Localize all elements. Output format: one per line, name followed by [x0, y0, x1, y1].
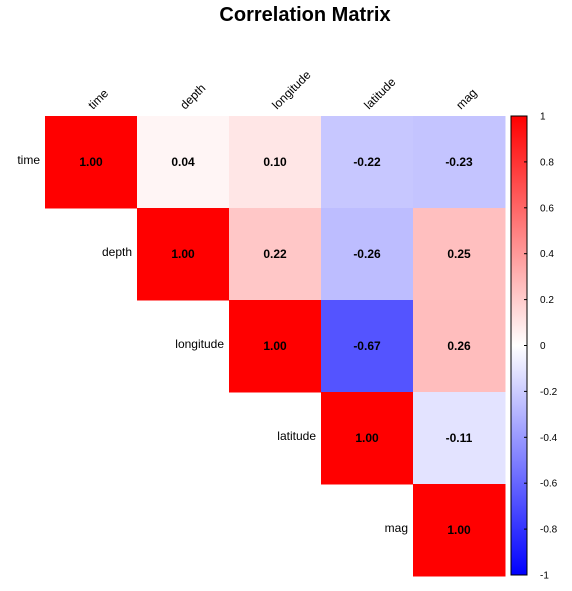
cell-value-mag-mag: 1.00 — [447, 523, 471, 537]
colorbar-tick-label: -0.6 — [540, 479, 558, 490]
row-label-mag: mag — [385, 521, 408, 535]
cell-value-depth-longitude: 0.22 — [263, 247, 287, 261]
heatmap-cell-depth-mag — [413, 208, 506, 301]
cell-value-longitude-mag: 0.26 — [447, 339, 471, 353]
heatmap-cell-latitude-latitude — [321, 392, 414, 485]
heatmap-cell-longitude-latitude — [321, 300, 414, 393]
colorbar-tick-label: 0.2 — [540, 295, 554, 306]
heatmap-cell-mag-mag — [413, 484, 506, 577]
heatmap-cell-depth-depth — [137, 208, 230, 301]
column-label-depth: depth — [177, 81, 208, 112]
heatmap-cell-time-longitude — [229, 116, 322, 209]
heatmap-cell-longitude-mag — [413, 300, 506, 393]
colorbar-tick-label: -0.4 — [540, 433, 558, 444]
row-label-longitude: longitude — [175, 337, 224, 351]
cell-value-depth-mag: 0.25 — [447, 247, 471, 261]
column-label-latitude: latitude — [361, 75, 398, 112]
cell-value-time-longitude: 0.10 — [263, 155, 287, 169]
column-label-time: time — [85, 86, 111, 112]
row-label-depth: depth — [102, 245, 132, 259]
heatmap-cells: 1.00 0.04 0.10 -0.22 -0.23 1.00 0.22 -0.26 0.25 1… — [45, 116, 506, 577]
cell-value-time-latitude: -0.22 — [353, 155, 381, 169]
colorbar: -1 -0.8 -0.6 -0.4 -0.2 0 0.2 0.4 0.6 0.8 1 — [510, 112, 558, 582]
colorbar-tick-label: 0.6 — [540, 203, 554, 214]
cell-value-depth-latitude: -0.26 — [353, 247, 381, 261]
row-label-time: time — [17, 153, 40, 167]
chart-title: Correlation Matrix — [219, 4, 390, 26]
colorbar-tick-label: -1 — [540, 571, 549, 582]
heatmap-cell-time-time — [45, 116, 138, 209]
cell-value-time-time: 1.00 — [79, 155, 103, 169]
colorbar-tick-label: 1 — [540, 112, 546, 123]
row-label-latitude: latitude — [277, 429, 316, 443]
cell-value-latitude-latitude: 1.00 — [355, 431, 379, 445]
cell-value-longitude-longitude: 1.00 — [263, 339, 287, 353]
colorbar-tick-label: -0.2 — [540, 387, 558, 398]
heatmap-cell-longitude-longitude — [229, 300, 322, 393]
column-labels: time depth longitude latitude mag — [85, 68, 479, 113]
cell-value-latitude-mag: -0.11 — [446, 431, 473, 445]
heatmap-cell-depth-latitude — [321, 208, 414, 301]
heatmap-cell-latitude-mag — [413, 392, 506, 485]
heatmap-cell-time-latitude — [321, 116, 414, 209]
heatmap-cell-depth-longitude — [229, 208, 322, 301]
column-label-mag: mag — [453, 86, 479, 112]
cell-value-time-depth: 0.04 — [171, 155, 195, 169]
heatmap-cell-time-mag — [413, 116, 506, 209]
heatmap-cell-time-depth — [137, 116, 230, 209]
cell-value-time-mag: -0.23 — [445, 155, 473, 169]
row-labels: time depth longitude latitude mag — [17, 153, 408, 535]
colorbar-tick-label: 0.8 — [540, 157, 554, 168]
colorbar-tick-label: -0.8 — [540, 525, 558, 536]
colorbar-tick-label: 0.4 — [540, 249, 554, 260]
column-label-longitude: longitude — [269, 68, 314, 113]
colorbar-tick-label: 0 — [540, 341, 546, 352]
cell-value-longitude-latitude: -0.67 — [353, 339, 381, 353]
cell-value-depth-depth: 1.00 — [171, 247, 195, 261]
